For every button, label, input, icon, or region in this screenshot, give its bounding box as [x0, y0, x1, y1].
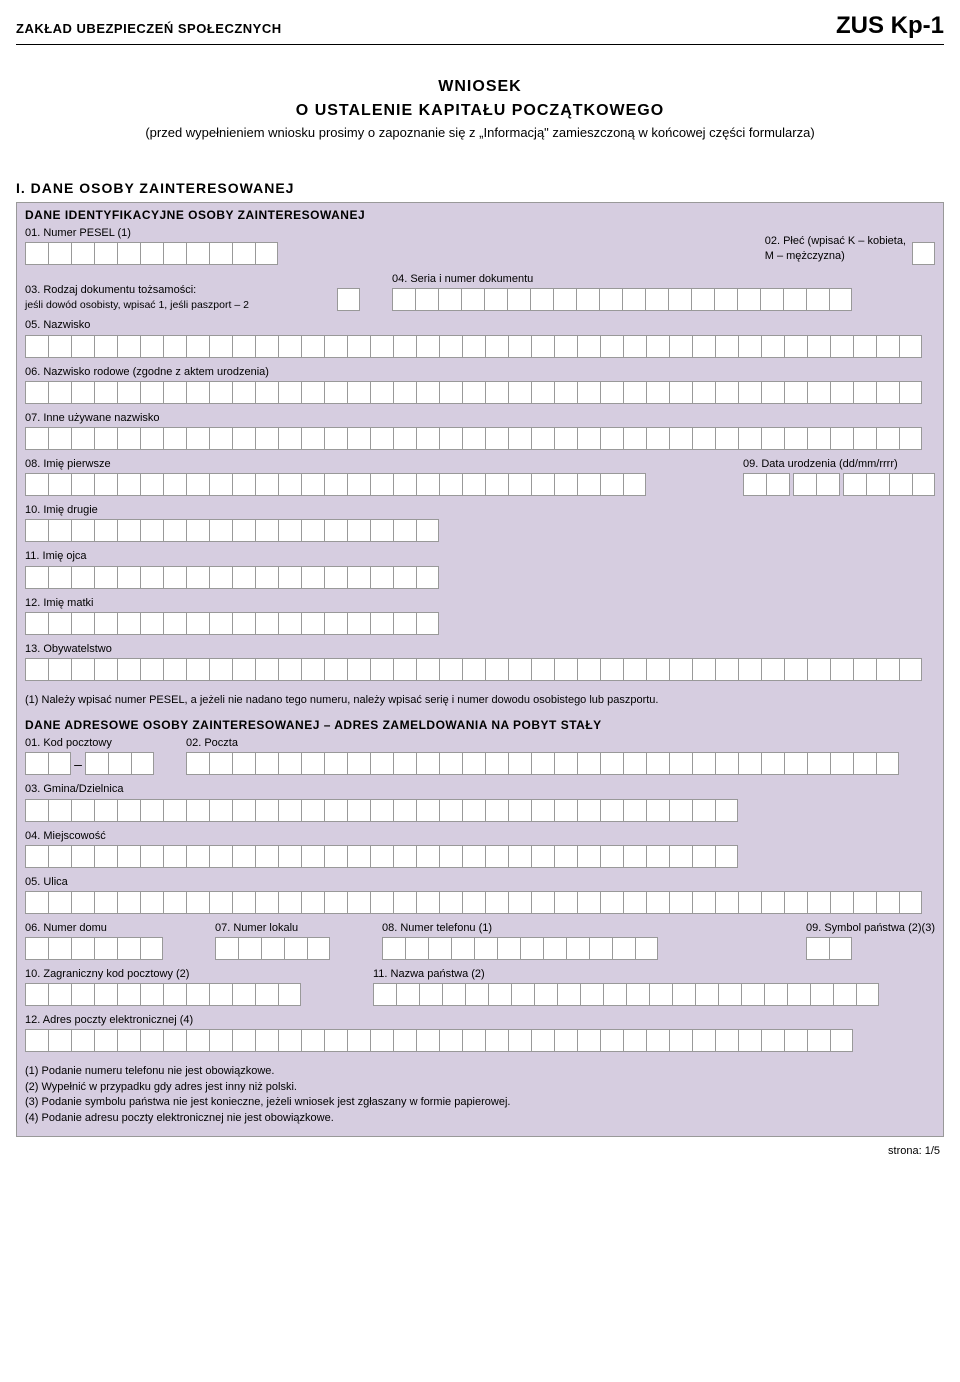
label-data-ur: 09. Data urodzenia (dd/mm/rrrr) [743, 458, 935, 471]
cells-imie1[interactable] [25, 473, 646, 496]
hint-rodzaj-dok: jeśli dowód osobisty, wpisać 1, jeśli pa… [25, 299, 325, 312]
row-dok: 03. Rodzaj dokumentu tożsamości: jeśli d… [17, 271, 943, 317]
cells-miejsc[interactable] [25, 845, 935, 868]
fn2: (2) Wypełnić w przypadku gdy adres jest … [25, 1080, 935, 1095]
label-pesel: 01. Numer PESEL (1) [25, 227, 278, 240]
row-pesel-plec: 01. Numer PESEL (1) 02. Płeć (wpisać K –… [17, 225, 943, 271]
label-ulica: 05. Ulica [25, 876, 935, 889]
title-block: WNIOSEK O USTALENIE KAPITAŁU POCZĄTKOWEG… [16, 75, 944, 140]
label-gmina: 03. Gmina/Dzielnica [25, 783, 935, 796]
cells-nazwisko-rod[interactable] [25, 381, 935, 404]
label-zagr-kod: 10. Zagraniczny kod pocztowy (2) [25, 968, 301, 981]
cells-nr-domu[interactable] [25, 937, 163, 960]
cells-plec[interactable] [912, 242, 935, 265]
cells-nazwa-panstwa[interactable] [373, 983, 879, 1006]
label-obyw: 13. Obywatelstwo [25, 643, 935, 656]
cells-nr-tel[interactable] [382, 937, 658, 960]
cells-nr-lokalu[interactable] [215, 937, 330, 960]
note-pesel: (1) Należy wpisać numer PESEL, a jeżeli … [17, 687, 943, 713]
label-rodzaj-dok: 03. Rodzaj dokumentu tożsamości: [25, 284, 325, 297]
cells-kod-b[interactable] [85, 752, 154, 775]
fn3: (3) Podanie symbolu państwa nie jest kon… [25, 1095, 935, 1110]
label-email: 12. Adres poczty elektronicznej (4) [25, 1014, 935, 1027]
row-kod-poczta: 01. Kod pocztowy – 02. Poczta [17, 735, 943, 781]
label-imie2: 10. Imię drugie [25, 504, 935, 517]
row-imie-data: 08. Imię pierwsze 09. Data urodzenia (dd… [17, 456, 943, 502]
cells-gmina[interactable] [25, 799, 935, 822]
label-nazwisko: 05. Nazwisko [25, 319, 935, 332]
section-1-heading: I. DANE OSOBY ZAINTERESOWANEJ [16, 180, 944, 196]
title-sub: (przed wypełnieniem wniosku prosimy o za… [16, 125, 944, 140]
cells-nazwisko[interactable] [25, 335, 935, 358]
header-bar: ZAKŁAD UBEZPIECZEŃ SPOŁECZNYCH ZUS Kp-1 [16, 12, 944, 45]
cells-sym-panstwa[interactable] [806, 937, 935, 960]
row-zagr: 10. Zagraniczny kod pocztowy (2) 11. Naz… [17, 966, 943, 1012]
cells-imie-ojca[interactable] [25, 566, 935, 589]
label-nazwa-panstwa: 11. Nazwa państwa (2) [373, 968, 879, 981]
cells-imie2[interactable] [25, 519, 935, 542]
label-plec-2: M – mężczyzna) [765, 250, 906, 263]
title-line1: WNIOSEK [16, 75, 944, 99]
cells-rodzaj-dok[interactable] [337, 288, 360, 311]
cells-data-ur[interactable] [743, 473, 935, 496]
label-imie1: 08. Imię pierwsze [25, 458, 646, 471]
cells-inne-nazw[interactable] [25, 427, 935, 450]
cells-imie-matki[interactable] [25, 612, 935, 635]
page-number: strona: 1/5 [16, 1145, 944, 1157]
label-imie-ojca: 11. Imię ojca [25, 550, 935, 563]
dash-kod: – [71, 752, 85, 775]
cells-ulica[interactable] [25, 891, 935, 914]
label-nr-lokalu: 07. Numer lokalu [215, 922, 330, 935]
label-nr-domu: 06. Numer domu [25, 922, 163, 935]
cells-seria[interactable] [392, 288, 852, 311]
label-nazwisko-rod: 06. Nazwisko rodowe (zgodne z aktem urod… [25, 366, 935, 379]
title-line2: O USTALENIE KAPITAŁU POCZĄTKOWEGO [16, 99, 944, 123]
label-inne-nazw: 07. Inne używane nazwisko [25, 412, 935, 425]
fn4: (4) Podanie adresu poczty elektronicznej… [25, 1111, 935, 1126]
addr-header: DANE ADRESOWE OSOBY ZAINTERESOWANEJ – AD… [17, 713, 943, 735]
cells-obyw[interactable] [25, 658, 935, 681]
label-kod: 01. Kod pocztowy [25, 737, 154, 750]
fn1: (1) Podanie numeru telefonu nie jest obo… [25, 1064, 935, 1079]
footnotes: (1) Podanie numeru telefonu nie jest obo… [17, 1058, 943, 1136]
label-imie-matki: 12. Imię matki [25, 597, 935, 610]
cells-email[interactable] [25, 1029, 935, 1052]
cells-zagr-kod[interactable] [25, 983, 301, 1006]
label-miejsc: 04. Miejscowość [25, 830, 935, 843]
cells-pesel[interactable] [25, 242, 278, 265]
label-seria: 04. Seria i numer dokumentu [392, 273, 852, 286]
org-name: ZAKŁAD UBEZPIECZEŃ SPOŁECZNYCH [16, 21, 282, 36]
row-numery: 06. Numer domu 07. Numer lokalu 08. Nume… [17, 920, 943, 966]
cells-kod-a[interactable] [25, 752, 71, 775]
label-plec-1: 02. Płeć (wpisać K – kobieta, [765, 235, 906, 248]
label-nr-tel: 08. Numer telefonu (1) [382, 922, 658, 935]
id-header: DANE IDENTYFIKACYJNE OSOBY ZAINTERESOWAN… [17, 203, 943, 225]
label-poczta: 02. Poczta [186, 737, 899, 750]
form-panel: DANE IDENTYFIKACYJNE OSOBY ZAINTERESOWAN… [16, 202, 944, 1137]
form-code: ZUS Kp-1 [836, 12, 944, 40]
label-sym-panstwa: 09. Symbol państwa (2)(3) [806, 922, 935, 935]
cells-poczta[interactable] [186, 752, 899, 775]
